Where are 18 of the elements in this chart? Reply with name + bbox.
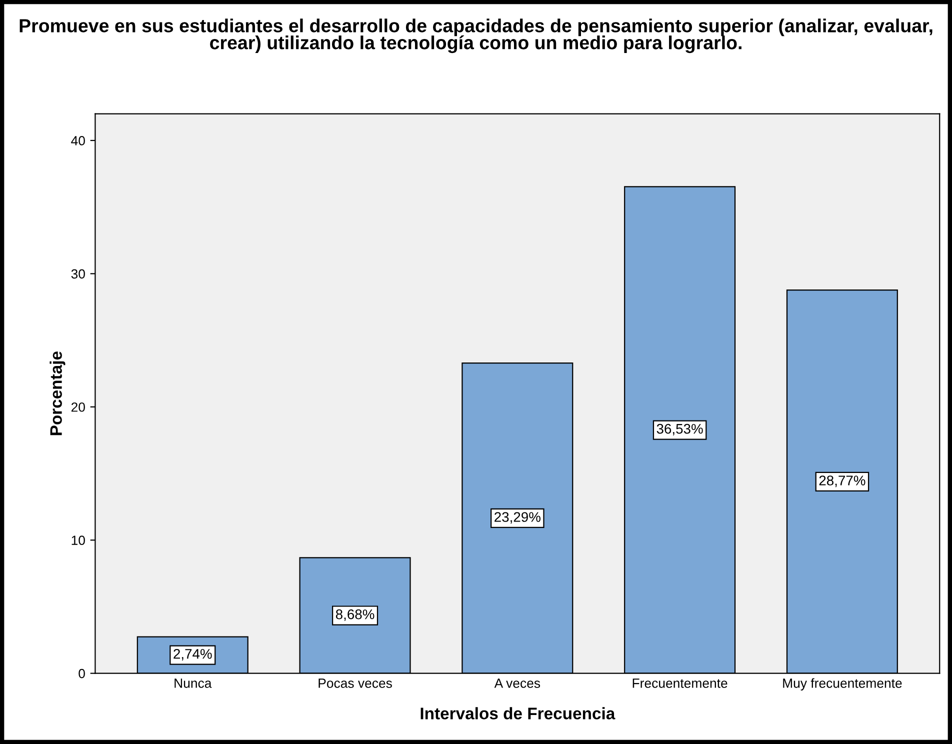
data-label: 8,68% (336, 609, 374, 621)
y-tick-label: 30 (71, 269, 85, 279)
x-axis-title: Intervalos de Frecuencia (420, 707, 616, 720)
x-tick-label: Pocas veces (318, 678, 392, 688)
data-label: 2,74% (174, 648, 212, 660)
x-tick-label: Frecuentemente (632, 678, 728, 688)
data-label: 28,77% (819, 476, 866, 488)
x-tick-label: Nunca (174, 678, 212, 688)
y-tick-label: 0 (78, 668, 85, 678)
y-axis-title: Porcentaje (50, 352, 66, 436)
x-tick-label: A veces (494, 678, 540, 688)
x-tick-label: Muy frecuentemente (783, 678, 902, 690)
chart-title: Promueve en sus estudiantes el desarrollo de capacidades de pensamiento superior (analizar, evaluar, crear) utilizando la tecnología como un medio para lograrlo. (20, 18, 932, 54)
y-tick-label: 40 (71, 136, 85, 146)
y-tick-label: 10 (72, 536, 85, 546)
data-label: 36,53% (656, 424, 703, 436)
data-label: 23,29% (494, 512, 540, 524)
y-tick-label: 20 (71, 402, 85, 412)
